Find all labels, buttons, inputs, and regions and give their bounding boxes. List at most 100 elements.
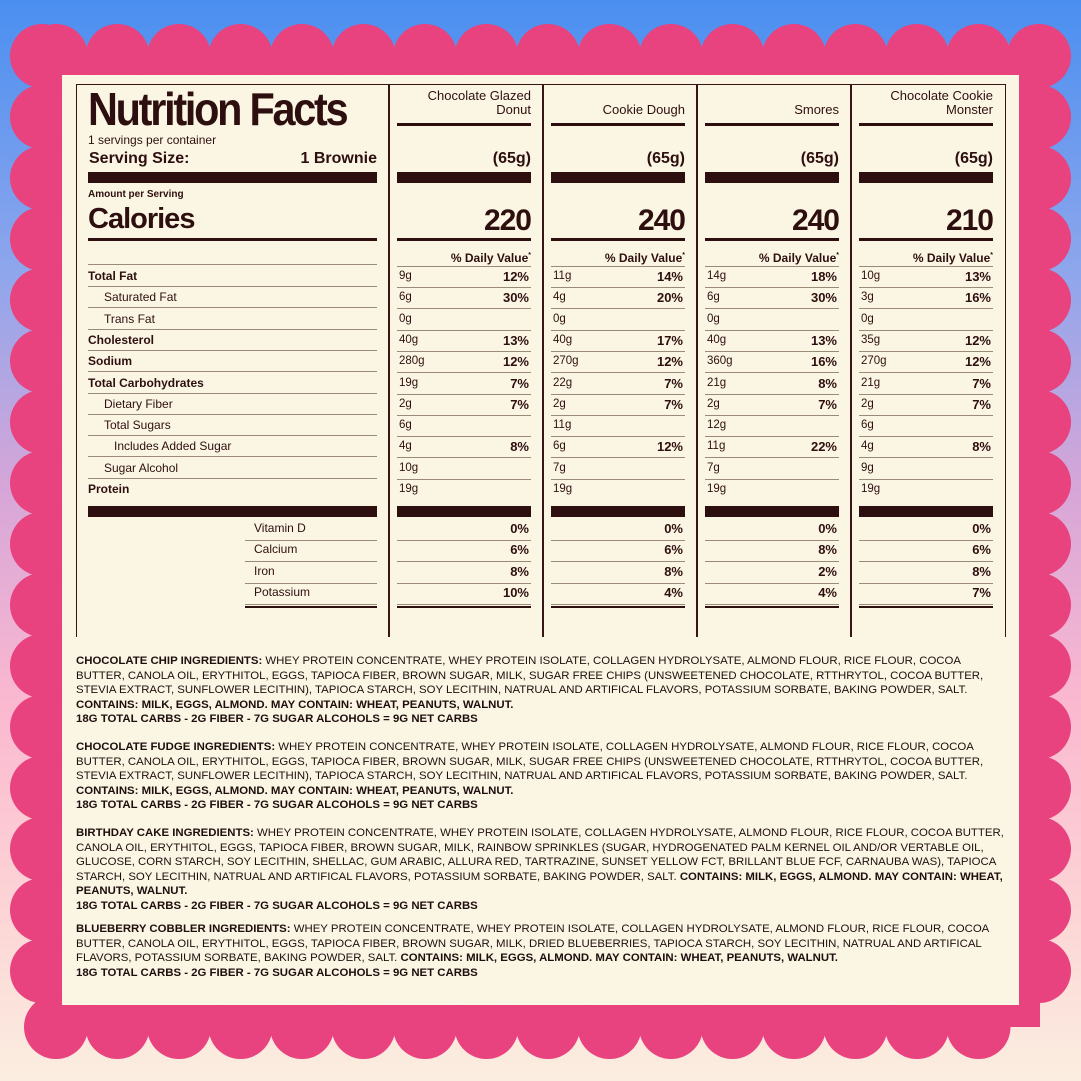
nutrient-amount: 2g bbox=[707, 397, 720, 410]
rule bbox=[705, 436, 839, 438]
scallop bbox=[393, 995, 457, 1059]
serving-weight: (65g) bbox=[800, 150, 839, 167]
rule bbox=[397, 478, 531, 480]
nutrient-daily-value: 7% bbox=[972, 396, 991, 412]
thick-rule bbox=[88, 506, 377, 517]
vitamin-daily-value: 2% bbox=[818, 563, 837, 579]
daily-value-header-text: % Daily Value bbox=[758, 251, 837, 265]
nutrient-amount: 19g bbox=[399, 376, 419, 389]
scallop bbox=[823, 995, 888, 1059]
rule bbox=[551, 457, 685, 459]
calories-value: 210 bbox=[945, 204, 994, 237]
rule bbox=[551, 329, 685, 331]
nutrient-daily-value: 13% bbox=[964, 269, 991, 284]
nutrient-amount: 35g bbox=[861, 333, 881, 346]
rule bbox=[88, 392, 377, 394]
rule bbox=[705, 266, 839, 267]
calories-value: 240 bbox=[637, 204, 686, 237]
nutrient-label: Total Sugars bbox=[104, 418, 171, 433]
nutrient-amount: 2g bbox=[861, 397, 874, 410]
nutrient-amount: 11g bbox=[553, 419, 572, 432]
nutrient-amount: 40g bbox=[707, 333, 727, 346]
scallop bbox=[762, 24, 826, 88]
scallop bbox=[10, 268, 74, 332]
nutrient-daily-value: 13% bbox=[810, 332, 837, 348]
vitamin-daily-value: 0% bbox=[664, 521, 683, 536]
nutrient-amount: 9g bbox=[399, 270, 412, 282]
nutrient-label: Total Carbohydrates bbox=[88, 375, 204, 390]
ingredients-bold-text: 18G TOTAL CARBS - 2G FIBER - 7G SUGAR AL… bbox=[76, 899, 478, 912]
nutrient-amount: 12g bbox=[707, 419, 727, 432]
flavor-name-line1: Chocolate Cookie bbox=[890, 88, 993, 103]
ingredients-bold-text: 18G TOTAL CARBS - 2G FIBER - 7G SUGAR AL… bbox=[76, 966, 478, 979]
nutrient-amount: 7g bbox=[707, 461, 720, 474]
rule bbox=[705, 478, 839, 480]
scallop bbox=[885, 24, 949, 88]
rule bbox=[859, 393, 993, 395]
nutrient-daily-value: 12% bbox=[656, 439, 683, 455]
rule bbox=[397, 329, 531, 331]
daily-value-footnote-mark: * bbox=[682, 252, 685, 259]
nutrient-amount: 19g bbox=[861, 483, 881, 495]
rule bbox=[88, 371, 377, 373]
nutrient-amount: 0g bbox=[861, 312, 874, 325]
rule bbox=[88, 349, 377, 351]
rule bbox=[551, 308, 685, 310]
amount-per-serving: Amount per Serving bbox=[88, 189, 184, 200]
nutrient-amount: 11g bbox=[553, 270, 572, 282]
scallop bbox=[1007, 268, 1071, 332]
nutrient-amount: 4g bbox=[553, 291, 566, 304]
rule bbox=[397, 603, 531, 605]
rule bbox=[859, 329, 993, 331]
rule bbox=[859, 308, 993, 310]
thick-rule bbox=[397, 506, 531, 517]
scallop bbox=[10, 939, 74, 1003]
nutrient-amount: 0g bbox=[553, 312, 566, 325]
rule bbox=[551, 393, 685, 395]
ingredients-bold-text: 18G TOTAL CARBS - 2G FIBER - 7G SUGAR AL… bbox=[76, 713, 478, 726]
scallop bbox=[1007, 512, 1071, 576]
scallop bbox=[10, 634, 74, 698]
rule bbox=[397, 582, 531, 584]
vitamin-daily-value: 8% bbox=[972, 563, 991, 579]
daily-value-header-text: % Daily Value bbox=[604, 251, 683, 265]
daily-value-header: % Daily Value* bbox=[397, 249, 531, 265]
rule bbox=[859, 372, 993, 374]
scallop bbox=[1007, 390, 1071, 454]
rule bbox=[705, 603, 839, 605]
flavor-name-line2: Cookie Dough bbox=[602, 102, 685, 117]
rule bbox=[397, 372, 531, 374]
nutrient-amount: 11g bbox=[707, 440, 726, 453]
medium-rule bbox=[88, 238, 377, 241]
daily-value-header-text: % Daily Value bbox=[912, 251, 991, 265]
scallop bbox=[10, 695, 74, 759]
scallop bbox=[577, 995, 642, 1059]
rule bbox=[397, 457, 531, 459]
rule bbox=[859, 603, 993, 605]
serving-size-label: Serving Size: bbox=[89, 150, 190, 167]
rule bbox=[88, 286, 377, 287]
nutrient-amount: 9g bbox=[861, 461, 874, 474]
calories-label: Calories bbox=[88, 203, 195, 235]
scallop bbox=[577, 24, 642, 88]
rule bbox=[705, 393, 839, 395]
rule bbox=[245, 540, 377, 541]
nutrient-amount: 6g bbox=[553, 440, 566, 453]
rule bbox=[551, 372, 685, 374]
scallop bbox=[516, 24, 580, 88]
rule bbox=[397, 350, 531, 352]
nutrient-amount: 360g bbox=[707, 355, 733, 368]
medium-rule bbox=[551, 238, 685, 241]
scallop bbox=[208, 24, 273, 88]
ingredients-bold-text: BIRTHDAY CAKE INGREDIENTS: bbox=[76, 827, 254, 839]
nutrient-amount: 270g bbox=[553, 355, 579, 368]
rule bbox=[705, 372, 839, 374]
column-divider bbox=[542, 84, 544, 637]
nutrient-daily-value: 12% bbox=[502, 269, 529, 284]
nutrient-label: Includes Added Sugar bbox=[114, 439, 232, 454]
rule bbox=[88, 307, 377, 309]
nutrient-amount: 4g bbox=[399, 440, 412, 453]
nutrient-amount: 2g bbox=[553, 397, 566, 410]
scallop bbox=[270, 24, 334, 88]
vitamin-daily-value: 6% bbox=[972, 542, 991, 558]
